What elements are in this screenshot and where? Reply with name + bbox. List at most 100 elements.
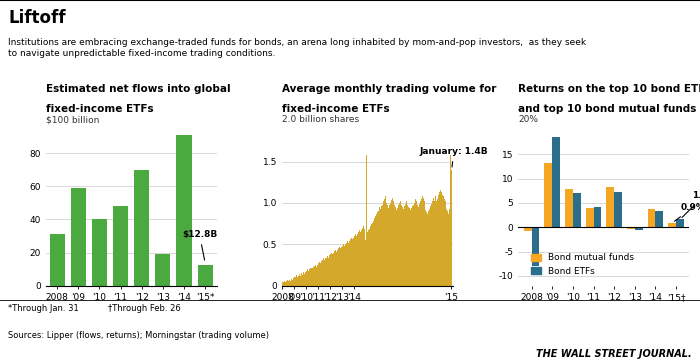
Bar [414, 203, 415, 286]
Bar [417, 205, 418, 286]
Bar [314, 266, 315, 286]
Bar [324, 260, 325, 286]
Text: *Through Jan. 31: *Through Jan. 31 [8, 304, 79, 313]
Bar [327, 256, 328, 286]
Bar [402, 207, 403, 286]
Bar [342, 246, 343, 286]
Bar [366, 155, 367, 286]
Bar [348, 243, 349, 286]
Bar [353, 238, 354, 286]
Bar [545, 163, 552, 227]
Bar [306, 271, 307, 286]
Bar [391, 199, 392, 286]
Bar [361, 230, 362, 286]
Bar [411, 208, 412, 286]
Text: †Through Feb. 26: †Through Feb. 26 [108, 304, 181, 313]
Bar [368, 230, 369, 286]
Bar [288, 281, 289, 286]
Text: $12.8B: $12.8B [182, 230, 217, 260]
Bar [394, 205, 395, 286]
Bar [176, 135, 192, 286]
Bar [409, 208, 410, 286]
Bar [400, 201, 401, 286]
Bar [330, 254, 331, 286]
Bar [315, 265, 316, 286]
Bar [319, 262, 320, 286]
Bar [426, 212, 427, 286]
Bar [286, 281, 287, 286]
Bar [635, 227, 643, 230]
Bar [606, 187, 614, 227]
Bar [627, 227, 635, 229]
Bar [318, 264, 319, 286]
Bar [364, 229, 365, 286]
Bar [332, 254, 333, 286]
Bar [429, 209, 430, 286]
Bar [385, 196, 386, 286]
Bar [312, 268, 313, 286]
Text: and top 10 bond mutual funds: and top 10 bond mutual funds [518, 103, 696, 114]
Bar [374, 218, 375, 286]
Bar [422, 196, 423, 286]
Bar [367, 232, 368, 286]
Bar [197, 265, 213, 286]
Bar [351, 238, 352, 286]
Bar [412, 206, 413, 286]
Bar [291, 279, 292, 286]
Bar [441, 192, 442, 286]
Bar [337, 250, 338, 286]
Bar [289, 280, 290, 286]
Bar [373, 221, 374, 286]
Bar [436, 201, 437, 286]
Bar [316, 267, 317, 286]
Bar [357, 234, 358, 286]
Bar [362, 228, 363, 286]
Bar [552, 137, 560, 227]
Bar [339, 247, 340, 286]
Bar [403, 209, 404, 286]
Legend: Bond mutual funds, Bond ETFs: Bond mutual funds, Bond ETFs [528, 250, 637, 280]
Text: 20%: 20% [518, 115, 538, 124]
Bar [317, 265, 318, 286]
Text: Returns on the top 10 bond ETFs: Returns on the top 10 bond ETFs [518, 84, 700, 94]
Bar [440, 190, 441, 286]
Bar [372, 223, 373, 286]
Bar [295, 277, 296, 286]
Bar [292, 280, 293, 286]
Bar [305, 272, 306, 286]
Bar [304, 274, 305, 286]
Bar [416, 201, 417, 286]
Text: fixed-income ETFs: fixed-income ETFs [46, 103, 153, 114]
Bar [614, 192, 622, 227]
Bar [356, 236, 357, 286]
Bar [451, 170, 452, 286]
Bar [338, 249, 339, 286]
Text: Sources: Lipper (flows, returns); Morningstar (trading volume): Sources: Lipper (flows, returns); Mornin… [8, 331, 270, 340]
Bar [321, 261, 322, 286]
Bar [388, 208, 389, 286]
Bar [420, 201, 421, 286]
Bar [424, 201, 425, 286]
Bar [399, 203, 400, 286]
Bar [397, 208, 398, 286]
Bar [393, 201, 394, 286]
Bar [668, 223, 676, 227]
Bar [92, 219, 107, 286]
Bar [444, 199, 445, 286]
Bar [442, 195, 443, 286]
Bar [419, 204, 420, 286]
Bar [396, 210, 397, 286]
Bar [340, 249, 341, 286]
Text: Estimated net flows into global: Estimated net flows into global [46, 84, 230, 94]
Bar [375, 216, 376, 286]
Bar [298, 276, 299, 286]
Bar [308, 271, 309, 286]
Bar [303, 273, 304, 286]
Bar [438, 195, 439, 286]
Bar [594, 207, 601, 227]
Bar [377, 212, 378, 286]
Bar [360, 232, 361, 286]
Bar [282, 282, 283, 286]
Bar [134, 170, 149, 286]
Bar [344, 246, 345, 286]
